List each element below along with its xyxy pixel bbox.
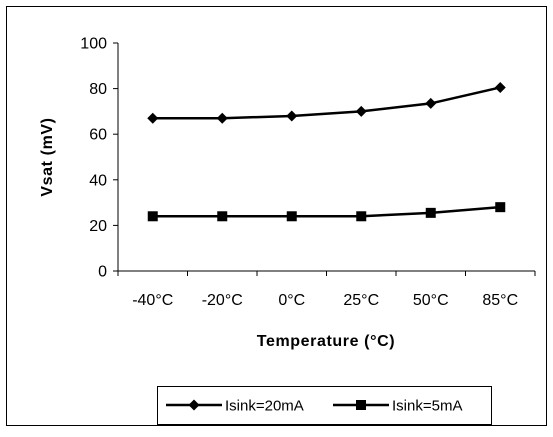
data-point [286, 211, 297, 222]
series-line [152, 205, 501, 218]
data-point [494, 81, 506, 93]
y-tick-label: 60 [89, 127, 107, 144]
series-line [152, 86, 501, 120]
data-point [356, 211, 367, 222]
x-tick-label: -40°C [132, 292, 173, 309]
x-tick-label: 0°C [278, 292, 305, 309]
legend-label: Isink=20mA [225, 398, 304, 415]
data-point [147, 112, 159, 124]
data-point [216, 112, 228, 124]
legend-marker [188, 399, 200, 411]
y-tick-label: 100 [80, 36, 107, 53]
data-point [355, 105, 367, 117]
x-axis-title: Temperature (°C) [257, 333, 395, 350]
data-point [286, 110, 298, 122]
x-axis-ticks: -40°C -20°C 0°C 25°C 50°C 85°C [117, 271, 536, 309]
y-tick-label: 20 [89, 218, 107, 235]
x-tick-label: 85°C [482, 292, 518, 309]
legend: Isink=20mA Isink=5mA [157, 386, 492, 425]
series-layer [147, 81, 506, 222]
data-point [495, 202, 506, 213]
y-tick-label: 40 [89, 172, 107, 189]
y-tick-label: 80 [89, 81, 107, 98]
data-point [217, 211, 228, 222]
y-axis-title: Vsat (mV) [39, 117, 56, 196]
y-axis-ticks: 0 20 40 60 80 100 [80, 36, 118, 281]
series-2 [147, 202, 506, 222]
legend-marker [356, 400, 366, 410]
data-point [425, 97, 437, 109]
x-tick-label: 25°C [343, 292, 379, 309]
x-tick-label: 50°C [413, 292, 449, 309]
series-1 [147, 81, 506, 124]
y-tick-label: 0 [98, 264, 107, 281]
x-tick-label: -20°C [202, 292, 243, 309]
legend-label: Isink=5mA [392, 398, 462, 415]
data-point [147, 211, 158, 222]
data-point [425, 207, 436, 218]
